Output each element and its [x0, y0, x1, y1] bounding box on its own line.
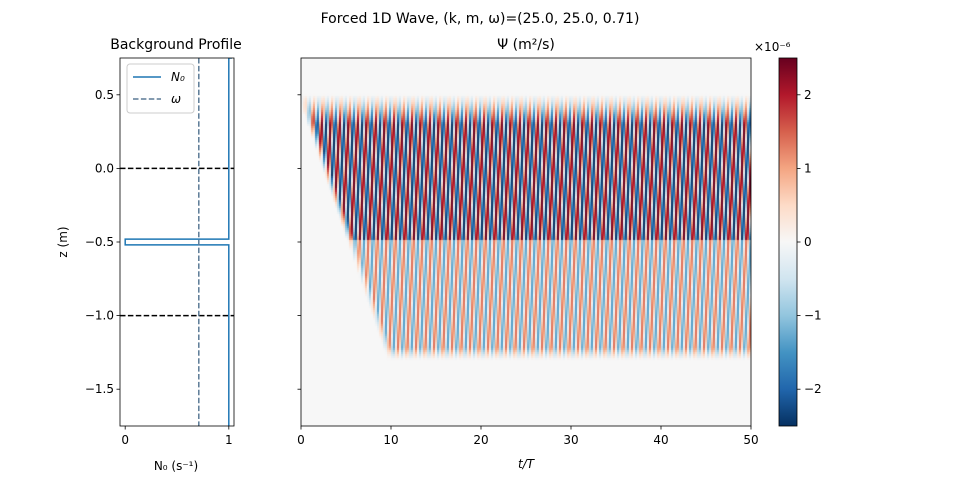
z-tick-label: 0.5: [95, 88, 114, 102]
colorbar-tick-label: 2: [804, 88, 812, 102]
z-axis-ticks: 0.5 0.0 −0.5 −1.0 −1.5: [85, 88, 120, 396]
time-tick-label: 0: [297, 433, 305, 447]
figure-suptitle: Forced 1D Wave, (k, m, ω)=(25.0, 25.0, 0…: [321, 11, 640, 27]
background-profile-axes: Background Profile N₀ ω 0.5 0.0 −0.5 −1.0 −1.…: [56, 37, 242, 473]
psi-heatmap-axes: Ψ (m²/s) 0 10 20 30 40 50 t/T: [297, 37, 758, 471]
time-tick-label: 20: [473, 433, 488, 447]
psi-field-image: [301, 58, 751, 426]
n0-tick-label: 1: [225, 433, 233, 447]
z-tick-label: −1.0: [85, 309, 114, 323]
z-tick-label: 0.0: [95, 161, 114, 175]
background-profile-title: Background Profile: [110, 37, 242, 53]
n0-axis-label: N₀ (s⁻¹): [154, 459, 198, 473]
psi-heatmap-field: [300, 57, 752, 427]
time-tick-label: 10: [383, 433, 398, 447]
background-profile-legend: N₀ ω: [126, 63, 195, 114]
time-axis-ticks: 0 10 20 30 40 50: [297, 426, 759, 447]
colorbar-gradient: [778, 57, 798, 427]
z-tick-label: −1.5: [85, 382, 114, 396]
psi-colorbar: ×10⁻⁶ −2 −1 0 1 2: [754, 40, 822, 427]
psi-heatmap-title: Ψ (m²/s): [497, 37, 555, 53]
colorbar-tick-label: −2: [804, 382, 822, 396]
series-line-n0: [124, 58, 232, 426]
z-axis-label: z (m): [56, 226, 70, 257]
n0-tick-label: 0: [121, 433, 129, 447]
z-tick-label: −0.5: [85, 235, 114, 249]
legend-label: N₀: [171, 70, 185, 84]
colorbar-tick-label: 0: [804, 235, 812, 249]
colorbar-tick-label: 1: [804, 161, 812, 175]
colorbar-tick-label: −1: [804, 309, 822, 323]
psi-z-ticks: [297, 94, 301, 390]
time-tick-label: 40: [653, 433, 668, 447]
legend-label: ω: [171, 92, 181, 106]
time-axis-label: t/T: [518, 457, 536, 471]
time-tick-label: 50: [743, 433, 758, 447]
time-tick-label: 30: [563, 433, 578, 447]
colorbar-scale-label: ×10⁻⁶: [754, 40, 791, 54]
